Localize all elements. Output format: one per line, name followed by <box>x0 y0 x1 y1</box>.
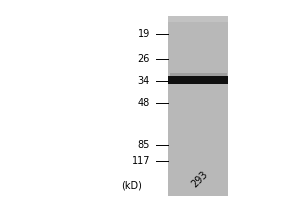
Text: 26: 26 <box>138 54 150 64</box>
Bar <box>169 73 226 76</box>
Text: (kD): (kD) <box>122 180 142 190</box>
Bar <box>168 76 228 84</box>
Text: 293: 293 <box>189 169 210 189</box>
Text: 48: 48 <box>138 98 150 108</box>
Text: 85: 85 <box>138 140 150 150</box>
Bar <box>168 16 228 22</box>
Text: 34: 34 <box>138 76 150 86</box>
Text: 117: 117 <box>131 156 150 166</box>
Text: 19: 19 <box>138 29 150 39</box>
Bar <box>168 16 228 196</box>
